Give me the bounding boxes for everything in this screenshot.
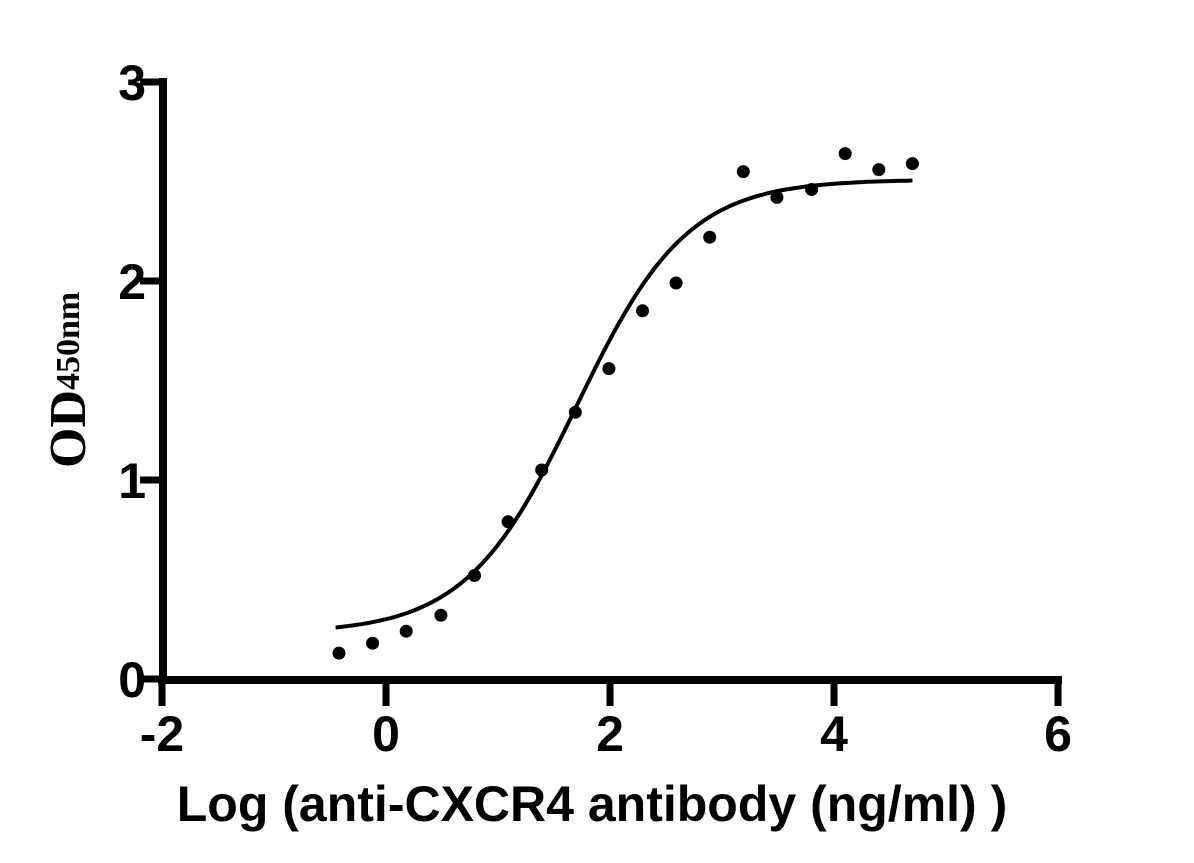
y-axis-title-main: OD xyxy=(40,390,97,468)
data-point xyxy=(736,165,750,179)
x-tick-label: 4 xyxy=(820,706,848,762)
data-point xyxy=(838,147,852,161)
data-point xyxy=(905,157,919,171)
x-axis-title: Log (anti-CXCR4 antibody (ng/ml) ) xyxy=(177,776,1007,832)
data-point xyxy=(332,646,346,660)
data-point xyxy=(669,276,683,290)
y-axis-title-subscript: 450nm xyxy=(50,292,87,390)
y-axis: 0 1 2 3 xyxy=(118,55,167,708)
y-tick-label: 3 xyxy=(118,55,146,111)
data-point xyxy=(872,163,886,177)
data-point xyxy=(602,362,616,376)
y-tick-label: 0 xyxy=(118,652,146,708)
data-points xyxy=(332,147,919,660)
data-point xyxy=(535,463,549,477)
x-tick-label: 0 xyxy=(372,706,400,762)
data-point xyxy=(468,569,481,582)
x-tick-label: -2 xyxy=(140,706,184,762)
data-point xyxy=(568,405,582,419)
data-point xyxy=(399,624,413,638)
data-point xyxy=(805,183,819,196)
fit-curve xyxy=(335,178,913,630)
fit-curve-path xyxy=(335,178,913,630)
x-tick-label: 6 xyxy=(1044,706,1072,762)
data-point xyxy=(770,190,784,204)
data-point xyxy=(703,230,717,244)
data-point xyxy=(434,608,448,622)
y-tick-label: 2 xyxy=(118,254,146,310)
x-tick-label: 2 xyxy=(596,706,624,762)
x-axis: -2 0 2 4 6 xyxy=(140,676,1072,762)
y-tick-label: 1 xyxy=(118,453,146,509)
y-axis-title: OD450nm xyxy=(40,292,97,468)
data-point xyxy=(366,636,380,650)
data-point xyxy=(636,304,649,318)
data-point xyxy=(501,515,515,529)
